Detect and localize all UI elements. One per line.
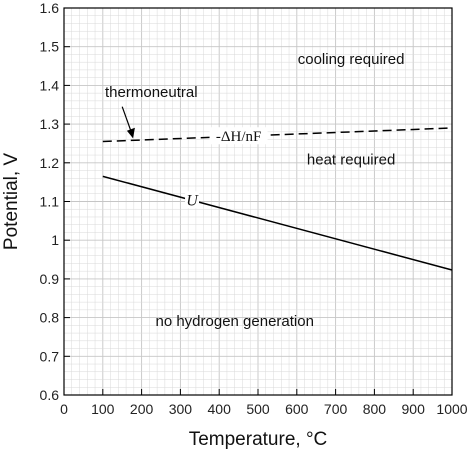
y-tick-label: 0.6 <box>40 387 60 403</box>
grid <box>63 7 453 396</box>
heat-required-label: heat required <box>307 152 395 169</box>
y-tick-label: 1.1 <box>40 194 60 210</box>
y-tick-label: 1.2 <box>40 155 60 171</box>
series-layer: -ΔH/nF U <box>102 127 453 271</box>
x-axis-ticks: 0 100 200 300 400 500 600 700 800 900 1000 <box>60 389 468 417</box>
thermoneutral-label: thermoneutral <box>105 84 198 101</box>
thermoneutral-arrow <box>121 106 133 134</box>
x-tick-label: 900 <box>402 401 426 417</box>
y-tick-label: 1.4 <box>40 77 60 93</box>
y-tick-label: 1 <box>51 232 59 248</box>
annotations-layer: thermoneutral cooling required heat requir… <box>105 51 404 330</box>
y-tick-label: 1.6 <box>40 0 60 16</box>
series-label-background <box>185 191 200 209</box>
y-tick-label: 1.3 <box>40 116 60 132</box>
series-label-background <box>209 127 268 145</box>
x-tick-label: 100 <box>91 401 115 417</box>
no-hydrogen-generation-label: no hydrogen generation <box>155 313 313 330</box>
thermoneutral-line-label: -ΔH/nF <box>216 129 261 145</box>
x-tick-label: 0 <box>60 401 68 417</box>
thermoneutral-arrow-head <box>126 127 135 139</box>
y-tick-label: 0.9 <box>40 271 60 287</box>
x-tick-label: 300 <box>169 401 193 417</box>
cooling-required-label: cooling required <box>298 51 405 68</box>
y-tick-label: 1.5 <box>40 39 60 55</box>
x-tick-label: 1000 <box>436 401 467 417</box>
y-tick-label: 0.7 <box>40 348 60 364</box>
y-axis-ticks: 0.6 0.7 0.8 0.9 1 1.1 1.2 1.3 1.4 1.5 1.6 <box>40 0 70 403</box>
x-tick-label: 500 <box>246 401 270 417</box>
y-tick-label: 0.8 <box>40 310 60 326</box>
x-tick-label: 200 <box>130 401 154 417</box>
reversible-voltage-line <box>102 175 453 271</box>
x-tick-label: 600 <box>285 401 309 417</box>
x-tick-label: 700 <box>324 401 348 417</box>
x-tick-label: 400 <box>208 401 232 417</box>
reversible-line-label: U <box>186 192 199 209</box>
y-axis-title: Potential, V <box>1 153 22 250</box>
x-axis-title: Temperature, °C <box>189 429 328 450</box>
x-tick-label: 800 <box>363 401 387 417</box>
thermoneutral-voltage-line <box>102 127 453 143</box>
